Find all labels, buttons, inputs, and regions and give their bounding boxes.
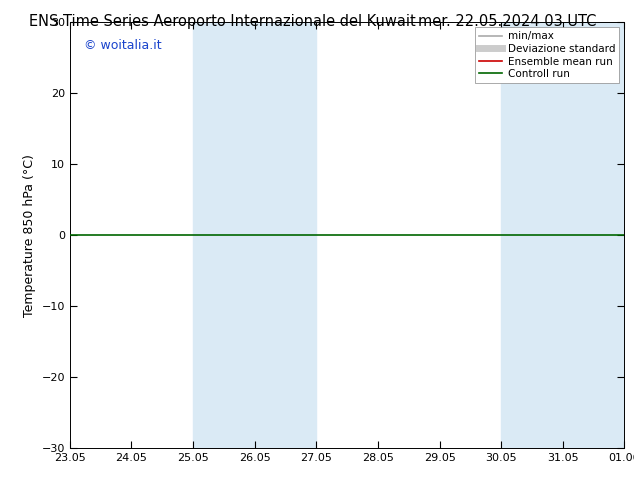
Text: mer. 22.05.2024 03 UTC: mer. 22.05.2024 03 UTC: [418, 14, 597, 29]
Text: ENS Time Series Aeroporto Internazionale del Kuwait: ENS Time Series Aeroporto Internazionale…: [29, 14, 415, 29]
Text: © woitalia.it: © woitalia.it: [84, 39, 161, 52]
Bar: [193, 22, 316, 448]
Legend: min/max, Deviazione standard, Ensemble mean run, Controll run: min/max, Deviazione standard, Ensemble m…: [476, 27, 619, 83]
Y-axis label: Temperature 850 hPa (°C): Temperature 850 hPa (°C): [23, 154, 36, 317]
Bar: [501, 22, 624, 448]
